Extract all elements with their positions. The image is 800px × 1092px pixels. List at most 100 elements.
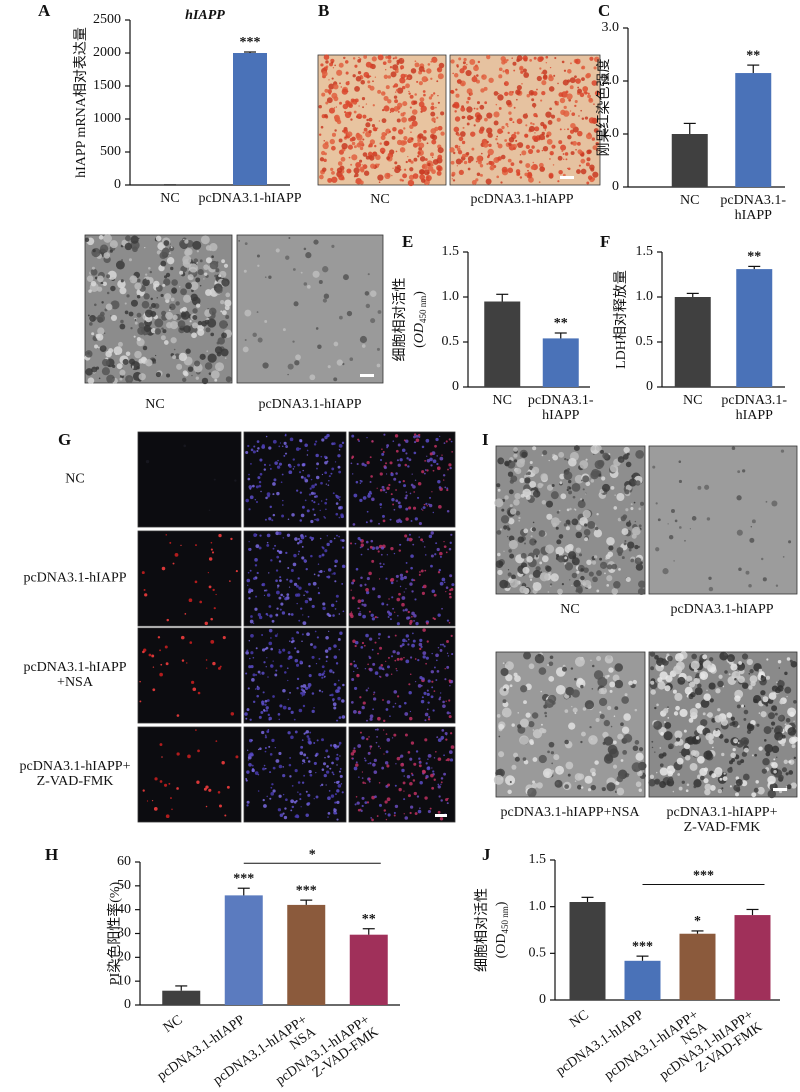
cell [327,755,330,758]
cell [376,127,379,129]
cell [361,705,365,710]
cell [219,287,222,291]
cell [560,557,564,561]
cell [595,526,599,531]
cell [519,718,529,728]
cell [324,152,327,156]
cell [294,537,298,541]
cell [310,519,314,524]
cell [430,670,434,674]
cell [419,760,421,762]
cell [333,107,336,109]
cell [357,808,361,812]
cell [361,777,364,779]
cell [426,766,431,771]
cell [230,537,233,541]
cell [620,759,624,762]
cell [666,653,670,657]
cell [261,633,264,636]
cell [577,88,583,94]
cell [410,741,415,745]
cell [365,103,368,105]
cell [395,574,399,578]
cell [207,353,217,363]
cell [482,142,489,148]
cell [717,788,723,794]
cell [191,680,195,684]
cell [461,140,466,145]
cell [130,299,139,307]
cell [540,473,548,481]
cell [413,791,417,796]
cell [580,740,583,744]
cell [356,134,363,141]
cell [674,730,683,739]
cell [201,320,208,327]
cell [362,701,366,705]
cell [773,769,777,774]
cell [720,718,729,726]
micrograph [137,627,242,724]
cell [136,278,141,283]
cell [714,715,723,723]
cell [738,661,742,665]
cell [421,163,428,170]
cell [553,74,556,77]
cell [418,169,425,175]
cell [107,270,117,280]
cell [458,57,462,61]
cell [383,105,390,112]
cell [322,606,326,611]
cell [387,75,392,79]
cell [322,167,327,172]
cell [544,715,548,718]
cell [538,754,547,764]
cell [349,137,354,142]
cell [257,613,262,617]
cell [686,675,693,682]
cell [452,72,454,75]
significance: *** [233,871,254,886]
cell [338,649,340,651]
cell [567,167,571,171]
cell [92,249,96,253]
cell [481,127,483,129]
cell [336,719,339,722]
cell [457,133,461,137]
panel-letter: A [38,1,51,20]
cell [289,579,293,583]
cell [382,519,386,523]
cell [327,177,333,183]
cell [575,148,577,151]
cell [272,789,276,793]
cell [684,539,686,542]
cell [324,471,328,475]
cell [709,698,714,703]
cell [406,537,409,540]
cell [674,692,683,702]
cell [575,524,582,531]
cell [359,482,362,485]
cell [556,117,561,122]
cell [427,758,429,760]
cell [578,59,581,61]
cell [432,159,439,165]
cell [435,750,437,753]
cell [401,602,405,607]
cell [612,764,618,769]
cell [346,168,352,174]
cell [429,452,433,456]
chart-title: hIAPP [185,8,225,23]
cell [116,363,123,370]
cell [300,691,303,695]
cell [541,167,545,171]
cell [606,583,610,587]
cell [576,141,581,146]
cell [262,648,266,652]
cell [333,743,337,748]
cell [461,153,466,158]
cell [102,281,108,287]
cell [378,120,380,122]
cell [480,88,485,93]
cell [397,110,400,113]
